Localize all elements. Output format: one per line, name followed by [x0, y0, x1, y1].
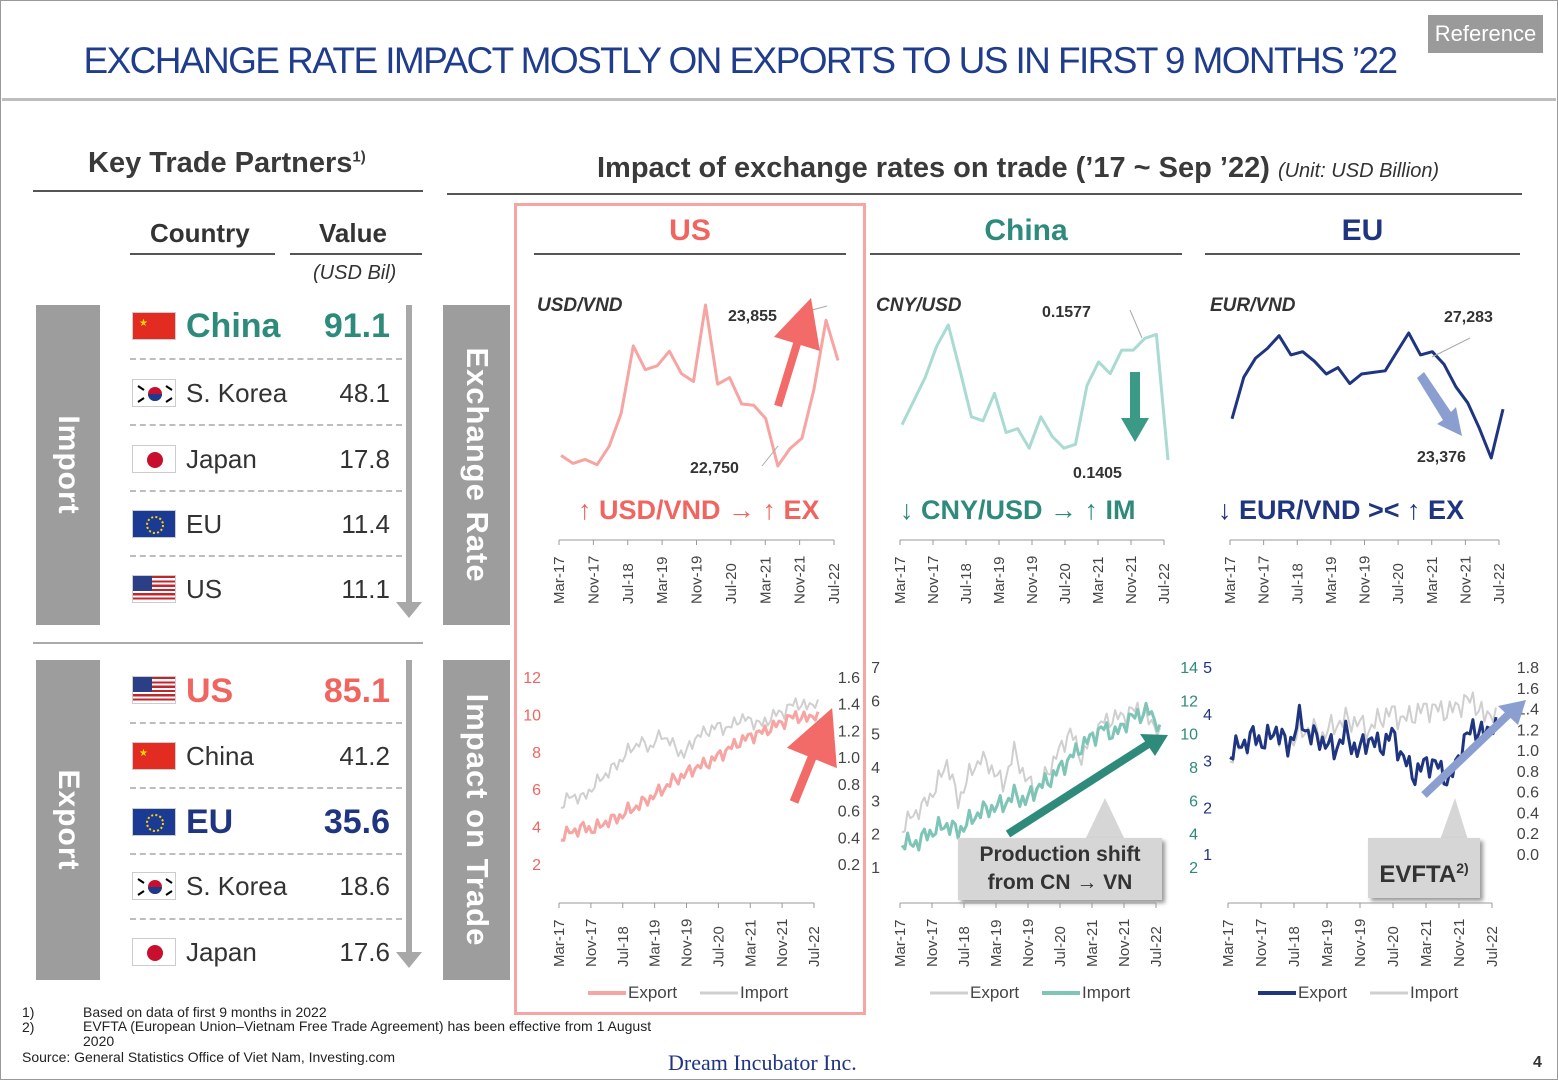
import-export-divider: [33, 642, 423, 644]
impact-heading: Impact of exchange rates on trade (’17 ~…: [597, 152, 1439, 185]
reference-badge: Reference: [1428, 15, 1543, 53]
us-flag-icon: [132, 575, 176, 603]
row-separator: [130, 358, 402, 360]
impact-heading-text: Impact of exchange rates on trade (’17 ~…: [597, 152, 1270, 184]
footnote-1-text: Based on data of first 9 months in 2022: [83, 1004, 327, 1020]
key-trade-partners-sup: 1): [352, 148, 366, 166]
import-row-country: Japan: [186, 444, 257, 474]
eu-column-rule: [1205, 253, 1520, 255]
import-label: Import: [52, 415, 85, 515]
import-row-value: 17.8: [339, 444, 390, 474]
svg-text:★: ★: [139, 748, 148, 759]
us-callout: ↑ USD/VND → ↑ EX: [578, 495, 820, 525]
china-column-rule: [870, 253, 1182, 255]
import-label-box: Import: [36, 305, 100, 625]
china-column-title: China: [984, 214, 1068, 247]
import-row-country: EU: [186, 509, 223, 539]
impact-unit: (Unit: USD Billion): [1277, 160, 1440, 182]
import-row-country: S. Korea: [186, 378, 288, 408]
japan-flag-icon: [132, 445, 176, 473]
eu-flag-icon: [132, 808, 176, 836]
china-flag-icon: ★: [132, 312, 176, 340]
value-header-rule: [290, 253, 422, 255]
eu-flag-icon: [132, 510, 176, 538]
us-highlight-frame: [514, 203, 866, 1015]
production-shift-annotation: Production shift from CN → VN: [958, 838, 1162, 900]
left-heading-rule: [33, 190, 423, 192]
impact-on-trade-label-box: Impact on Trade: [443, 660, 510, 980]
slide-title: EXCHANGE RATE IMPACT MOSTLY ON EXPORTS T…: [83, 40, 1398, 81]
row-separator: [130, 918, 402, 920]
export-row-value: 41.2: [339, 741, 390, 771]
export-row-value: 18.6: [339, 871, 390, 901]
import-down-arrow-icon: [396, 602, 422, 618]
export-order-line: [406, 660, 412, 955]
import-order-line: [406, 305, 412, 605]
footnote-2-num: 2): [22, 1019, 35, 1035]
us-flag-icon: [132, 676, 176, 704]
import-row-country: US: [186, 574, 223, 604]
exchange-rate-label-box: Exchange Rate: [443, 305, 510, 625]
south-korea-flag-icon: [132, 872, 176, 900]
evfta-annotation: EVFTA2): [1368, 838, 1480, 898]
china-callout: ↓ CNY/USD → ↑ IM: [900, 495, 1136, 525]
footnote-1-num: 1): [22, 1004, 35, 1020]
country-column-header: Country: [150, 218, 250, 248]
china-flag-icon: ★: [132, 742, 176, 770]
import-row-value: 91.1: [323, 307, 390, 345]
row-separator: [130, 424, 402, 426]
footnote-2-text: EVFTA (European Union–Vietnam Free Trade…: [83, 1018, 652, 1049]
japan-flag-icon: [132, 938, 176, 966]
export-label-box: Export: [36, 660, 100, 980]
evfta-text: EVFTA: [1379, 861, 1457, 888]
right-heading-rule: [447, 193, 1522, 195]
import-row-value: 48.1: [339, 378, 390, 408]
export-down-arrow-icon: [396, 952, 422, 968]
key-trade-partners-heading: Key Trade Partners1): [88, 147, 366, 180]
row-separator: [130, 853, 402, 855]
import-row-value: 11.4: [341, 509, 390, 539]
export-row-country: US: [186, 672, 234, 710]
eu-callout: ↓ EUR/VND >< ↑ EX: [1218, 495, 1465, 525]
key-trade-partners-heading-text: Key Trade Partners: [88, 147, 353, 179]
eu-column-title: EU: [1341, 214, 1384, 247]
row-separator: [130, 787, 402, 789]
title-rule: [2, 98, 1556, 101]
value-unit: (USD Bil): [313, 262, 397, 284]
country-header-rule: [130, 253, 275, 255]
row-separator: [130, 490, 402, 492]
row-separator: [130, 555, 402, 557]
export-row-country: S. Korea: [186, 871, 288, 901]
export-row-value: 17.6: [339, 937, 390, 967]
page-number: 4: [1533, 1054, 1542, 1071]
exchange-rate-label: Exchange Rate: [459, 347, 495, 583]
us-column-rule: [534, 253, 846, 255]
source-note: Source: General Statistics Office of Vie…: [22, 1049, 395, 1065]
value-column-header: Value: [319, 218, 387, 248]
export-row-country: Japan: [186, 937, 257, 967]
svg-text:★: ★: [139, 318, 148, 329]
export-row-country: EU: [186, 803, 234, 841]
evfta-sup: 2): [1456, 860, 1469, 876]
export-row-value: 85.1: [323, 672, 390, 710]
row-separator: [130, 722, 402, 724]
export-row-country: China: [186, 741, 254, 771]
impact-on-trade-label: Impact on Trade: [459, 693, 495, 947]
south-korea-flag-icon: [132, 379, 176, 407]
import-row-country: China: [186, 307, 281, 345]
company-name: Dream Incubator Inc.: [668, 1050, 857, 1075]
export-label: Export: [52, 769, 85, 871]
export-row-value: 35.6: [323, 803, 390, 841]
us-column-title: US: [669, 214, 711, 247]
import-row-value: 11.1: [341, 574, 390, 604]
